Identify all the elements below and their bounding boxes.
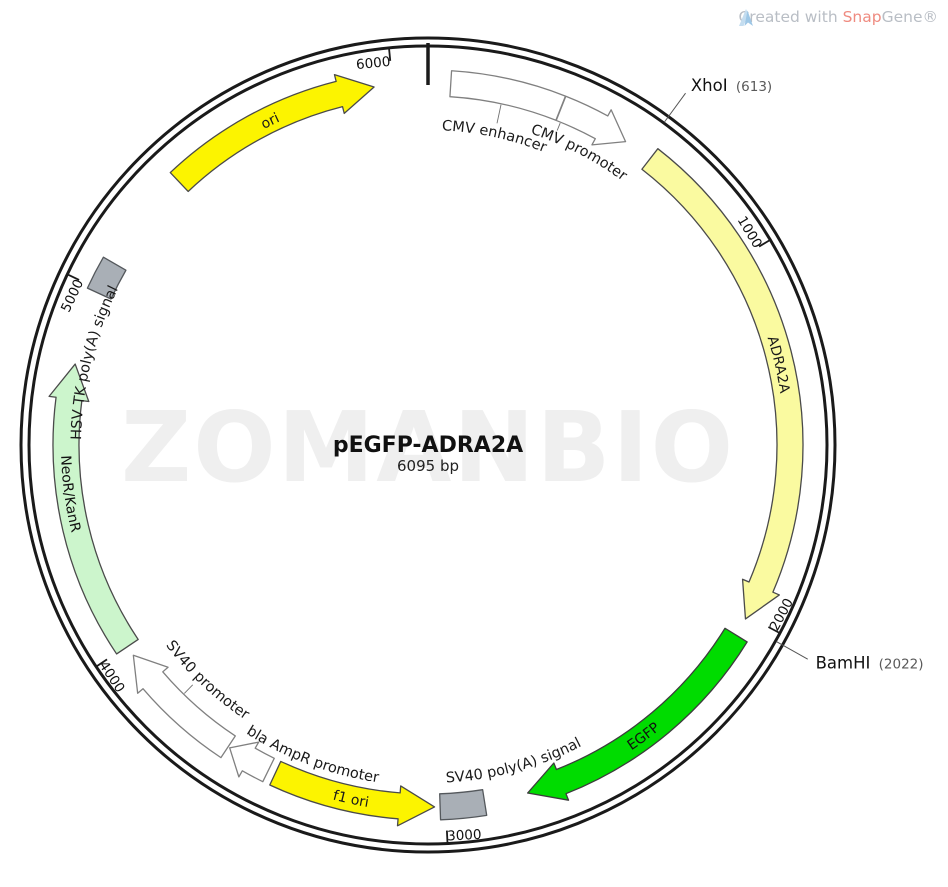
enzyme-label-xhoi: XhoI (613) xyxy=(691,76,772,95)
feature-sv40-promoter xyxy=(132,654,236,759)
feature-leader-cmv-enhancer xyxy=(496,104,502,124)
feature-leader-cmv-promoter xyxy=(556,122,561,131)
tick-3000 xyxy=(445,830,449,844)
feature-neor-kanr xyxy=(48,363,139,655)
enzyme-name-xhoi: XhoI xyxy=(691,76,728,95)
snapgene-logo-icon xyxy=(739,9,754,26)
features-layer xyxy=(48,70,804,827)
enzyme-position-bamhi: (2022) xyxy=(874,657,923,673)
tick-label-4000: 4000 xyxy=(95,658,127,695)
feature-sv40-polya xyxy=(439,789,488,821)
plasmid-size: 6095 bp xyxy=(397,457,459,475)
enzyme-name-bamhi: BamHI xyxy=(816,654,871,673)
feature-ori xyxy=(169,73,375,193)
credit-brand-gene: Gene® xyxy=(881,8,938,26)
enzymes-layer: XhoI (613) BamHI (2022) xyxy=(663,76,924,673)
tick-label-6000: 6000 xyxy=(355,54,391,73)
plasmid-title: pEGFP-ADRA2A xyxy=(333,433,523,458)
tick-5000 xyxy=(66,273,80,281)
enzyme-position-xhoi: (613) xyxy=(732,79,773,95)
enzyme-label-bamhi: BamHI (2022) xyxy=(816,654,924,673)
feature-hsv-tk-polya xyxy=(86,256,127,300)
feature-adra2a xyxy=(641,148,804,620)
credit-prefix: Created with xyxy=(738,8,843,26)
backbone-outer-circle xyxy=(19,36,837,854)
credit-brand-snap: Snap xyxy=(842,8,882,26)
feature-label-hsv-tk-polya: HSV TK poly(A) signal xyxy=(69,283,122,440)
feature-label-f1-ori: f1 ori xyxy=(331,788,370,811)
feature-label-text-hsv-tk-polya: HSV TK poly(A) signal xyxy=(69,283,122,440)
enzyme-leader-xhoi xyxy=(663,92,686,123)
snapgene-credit: Created with SnapGene® xyxy=(738,8,938,26)
feature-cmv-promoter xyxy=(555,95,627,146)
enzyme-leader-bamhi xyxy=(776,641,808,660)
credit-text: Created with SnapGene® xyxy=(738,8,938,26)
tick-6000 xyxy=(388,47,392,61)
feature-cmv-enhancer xyxy=(449,70,567,121)
feature-label-text-ori: ori xyxy=(258,110,281,132)
feature-bla-ampr-promoter xyxy=(229,741,275,783)
feature-label-ori: ori xyxy=(258,110,281,132)
tick-4000 xyxy=(95,658,108,668)
tick-label-3000: 3000 xyxy=(447,827,482,845)
feature-label-text-f1-ori: f1 ori xyxy=(331,788,370,811)
feature-egfp xyxy=(526,627,748,801)
watermark-text: ZOMANBIO xyxy=(121,391,735,504)
feature-leader-sv40-promoter xyxy=(183,684,194,694)
tick-1000 xyxy=(758,239,771,248)
tick-2000 xyxy=(767,626,781,634)
feature-f1-ori xyxy=(269,760,436,827)
